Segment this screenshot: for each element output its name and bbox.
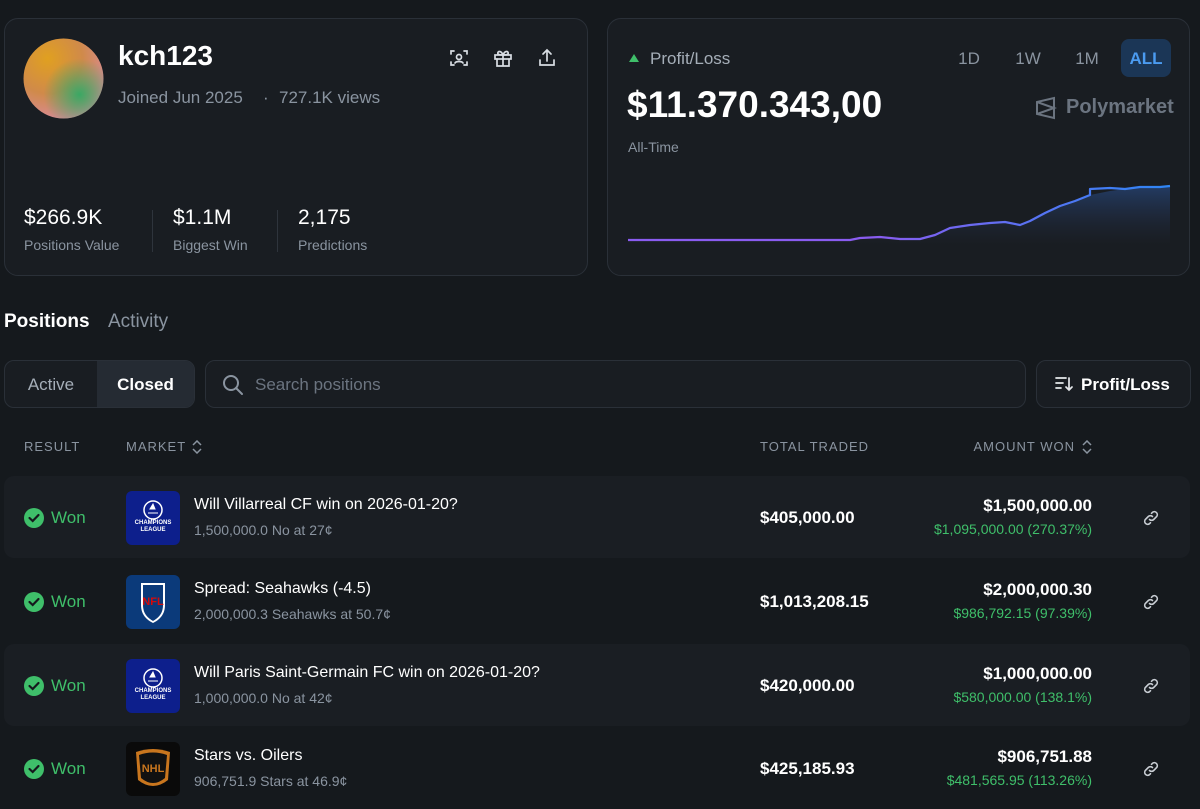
pnl-value: $11.370.343,00 <box>627 84 883 125</box>
market-detail: 1,000,000.0 No at 42¢ <box>194 690 333 706</box>
market-logo <box>126 575 180 629</box>
amount-won: $1,500,000.00 <box>983 496 1092 515</box>
link-icon <box>1143 761 1159 777</box>
range-button[interactable]: ALL <box>1129 49 1163 68</box>
logo-text: CHAMPIONS LEAGUE <box>134 520 172 533</box>
pnl-period: All-Time <box>628 139 679 155</box>
filter-button[interactable]: Active <box>27 375 75 394</box>
search-box[interactable] <box>205 360 1026 408</box>
joined: Joined Jun 2025 <box>118 88 243 107</box>
profit: $986,792.15 (97.39%) <box>953 605 1092 621</box>
header-total: TOTAL TRADED <box>760 439 870 454</box>
range-button[interactable]: 1D <box>958 49 980 68</box>
logo-text: NFL <box>142 596 164 608</box>
stat-divider <box>152 210 153 252</box>
market-logo <box>126 491 180 545</box>
sort-icon <box>1055 377 1073 392</box>
market-title[interactable]: Stars vs. Oilers <box>194 747 303 764</box>
table-row[interactable] <box>4 644 1190 726</box>
views: 727.1K views <box>279 88 381 107</box>
amount-won: $1,000,000.00 <box>983 664 1092 683</box>
header-amount[interactable]: AMOUNT WON <box>973 439 1075 454</box>
market-title[interactable]: Will Paris Saint-Germain FC win on 2026-… <box>194 664 540 681</box>
sort-button[interactable] <box>1036 360 1191 408</box>
market-title[interactable]: Spread: Seahawks (-4.5) <box>194 580 371 597</box>
range-highlight <box>1121 39 1171 77</box>
sort-label: Profit/Loss <box>1081 375 1170 394</box>
result: Won <box>51 676 86 695</box>
separator: · <box>263 88 269 107</box>
stat-value: $266.9K <box>24 206 103 229</box>
logo-text: NHL <box>141 763 165 775</box>
won-icon <box>24 676 44 696</box>
link-icon <box>1143 678 1159 694</box>
table-row[interactable] <box>4 560 1190 642</box>
won-icon <box>24 759 44 779</box>
filter-active-bg <box>97 361 194 407</box>
profit: $1,095,000.00 (270.37%) <box>933 521 1092 537</box>
brand: Polymarket <box>1066 96 1174 118</box>
header-market[interactable]: MARKET <box>126 439 187 454</box>
search-placeholder: Search positions <box>255 375 381 394</box>
sort-chevrons <box>1082 440 1092 454</box>
total-traded: $420,000.00 <box>760 676 855 695</box>
amount-won: $2,000,000.30 <box>983 580 1092 599</box>
range-button[interactable]: 1M <box>1075 49 1099 68</box>
avatar <box>23 38 104 119</box>
result: Won <box>51 508 86 527</box>
tab-activity[interactable]: Activity <box>108 311 169 332</box>
amount-won: $906,751.88 <box>997 747 1092 766</box>
header-result: RESULT <box>24 439 81 454</box>
market-detail: 1,500,000.0 No at 27¢ <box>194 522 333 538</box>
market-logo <box>126 742 180 796</box>
total-traded: $1,013,208.15 <box>760 592 869 611</box>
total-traded: $425,185.93 <box>760 759 855 778</box>
total-traded: $405,000.00 <box>760 508 855 527</box>
won-icon <box>24 508 44 528</box>
stat-label: Positions Value <box>24 237 120 253</box>
stat-label: Predictions <box>298 237 368 253</box>
market-detail: 906,751.9 Stars at 46.9¢ <box>194 773 348 789</box>
brand-logo <box>1036 96 1058 120</box>
stat-divider <box>277 210 278 252</box>
range-button[interactable]: 1W <box>1015 49 1041 68</box>
sparkline <box>628 184 1171 245</box>
sort-chevrons <box>192 440 202 454</box>
link-icon <box>1143 510 1159 526</box>
table-row[interactable] <box>4 476 1190 558</box>
filter-button[interactable]: Closed <box>117 375 174 394</box>
up-triangle <box>629 54 639 62</box>
pnl-label: Profit/Loss <box>650 49 731 68</box>
tab-positions[interactable]: Positions <box>4 311 90 332</box>
profile-card <box>4 18 588 276</box>
search-icon <box>223 375 243 395</box>
market-title[interactable]: Will Villarreal CF win on 2026-01-20? <box>194 496 458 513</box>
profile-actions[interactable] <box>448 47 560 69</box>
username: kch123 <box>118 40 213 71</box>
logo-text: CHAMPIONS LEAGUE <box>134 688 172 701</box>
profit: $481,565.95 (113.26%) <box>946 772 1092 788</box>
profit: $580,000.00 (138.1%) <box>953 689 1092 705</box>
result: Won <box>51 592 86 611</box>
result: Won <box>51 759 86 778</box>
market-logo <box>126 659 180 713</box>
stat-value: 2,175 <box>298 206 351 229</box>
won-icon <box>24 592 44 612</box>
stat-value: $1.1M <box>173 206 232 229</box>
market-detail: 2,000,000.3 Seahawks at 50.7¢ <box>194 606 391 622</box>
stat-label: Biggest Win <box>173 237 248 253</box>
table-row[interactable] <box>4 727 1190 809</box>
link-icon <box>1143 594 1159 610</box>
